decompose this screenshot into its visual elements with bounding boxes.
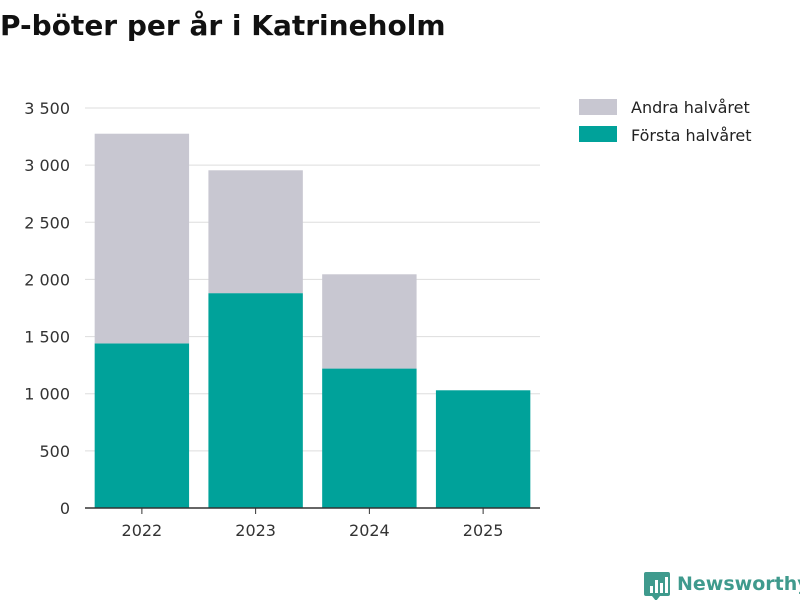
legend-label-forsta-halvaret: Första halvåret [631, 126, 752, 145]
x-tick-label: 2024 [349, 521, 390, 540]
legend-label-andra-halvaret: Andra halvåret [631, 98, 750, 117]
chart-title: P-böter per år i Katrineholm [0, 9, 446, 42]
y-tick-label: 2 500 [24, 213, 70, 232]
y-axis-ticks: 0 500 1 000 1 500 2 000 2 500 3 000 3 500 [24, 99, 70, 518]
bar-forsta-halvaret-2023 [208, 293, 303, 508]
y-tick-label: 3 500 [24, 99, 70, 118]
x-tick-label: 2022 [122, 521, 163, 540]
y-tick-label: 1 000 [24, 385, 70, 404]
y-tick-label: 500 [39, 442, 70, 461]
newsworthy-logo: Newsworthy [644, 572, 800, 600]
x-tick-label: 2023 [235, 521, 276, 540]
bar-forsta-halvaret-2022 [94, 343, 190, 508]
x-tick-label: 2025 [463, 521, 504, 540]
bar-chart-speech-bubble-icon [644, 572, 670, 600]
brand-name: Newsworthy [677, 573, 800, 595]
y-tick-label: 1 500 [24, 328, 70, 347]
bar-forsta-halvaret-2025 [435, 390, 531, 508]
y-tick-label: 2 000 [24, 270, 70, 289]
bars [94, 133, 531, 508]
y-tick-label: 0 [60, 499, 70, 518]
x-axis-ticks: 2022 2023 2024 2025 [122, 508, 504, 540]
y-tick-label: 3 000 [24, 156, 70, 175]
legend-swatch-andra-halvaret [579, 99, 617, 115]
bar-andra-halvaret-2022 [94, 133, 190, 344]
bar-andra-halvaret-2023 [208, 170, 303, 294]
bar-forsta-halvaret-2024 [322, 368, 417, 508]
legend-swatch-forsta-halvaret [579, 126, 617, 142]
bar-andra-halvaret-2024 [322, 274, 417, 369]
legend: Andra halvåret Första halvåret [579, 98, 752, 145]
